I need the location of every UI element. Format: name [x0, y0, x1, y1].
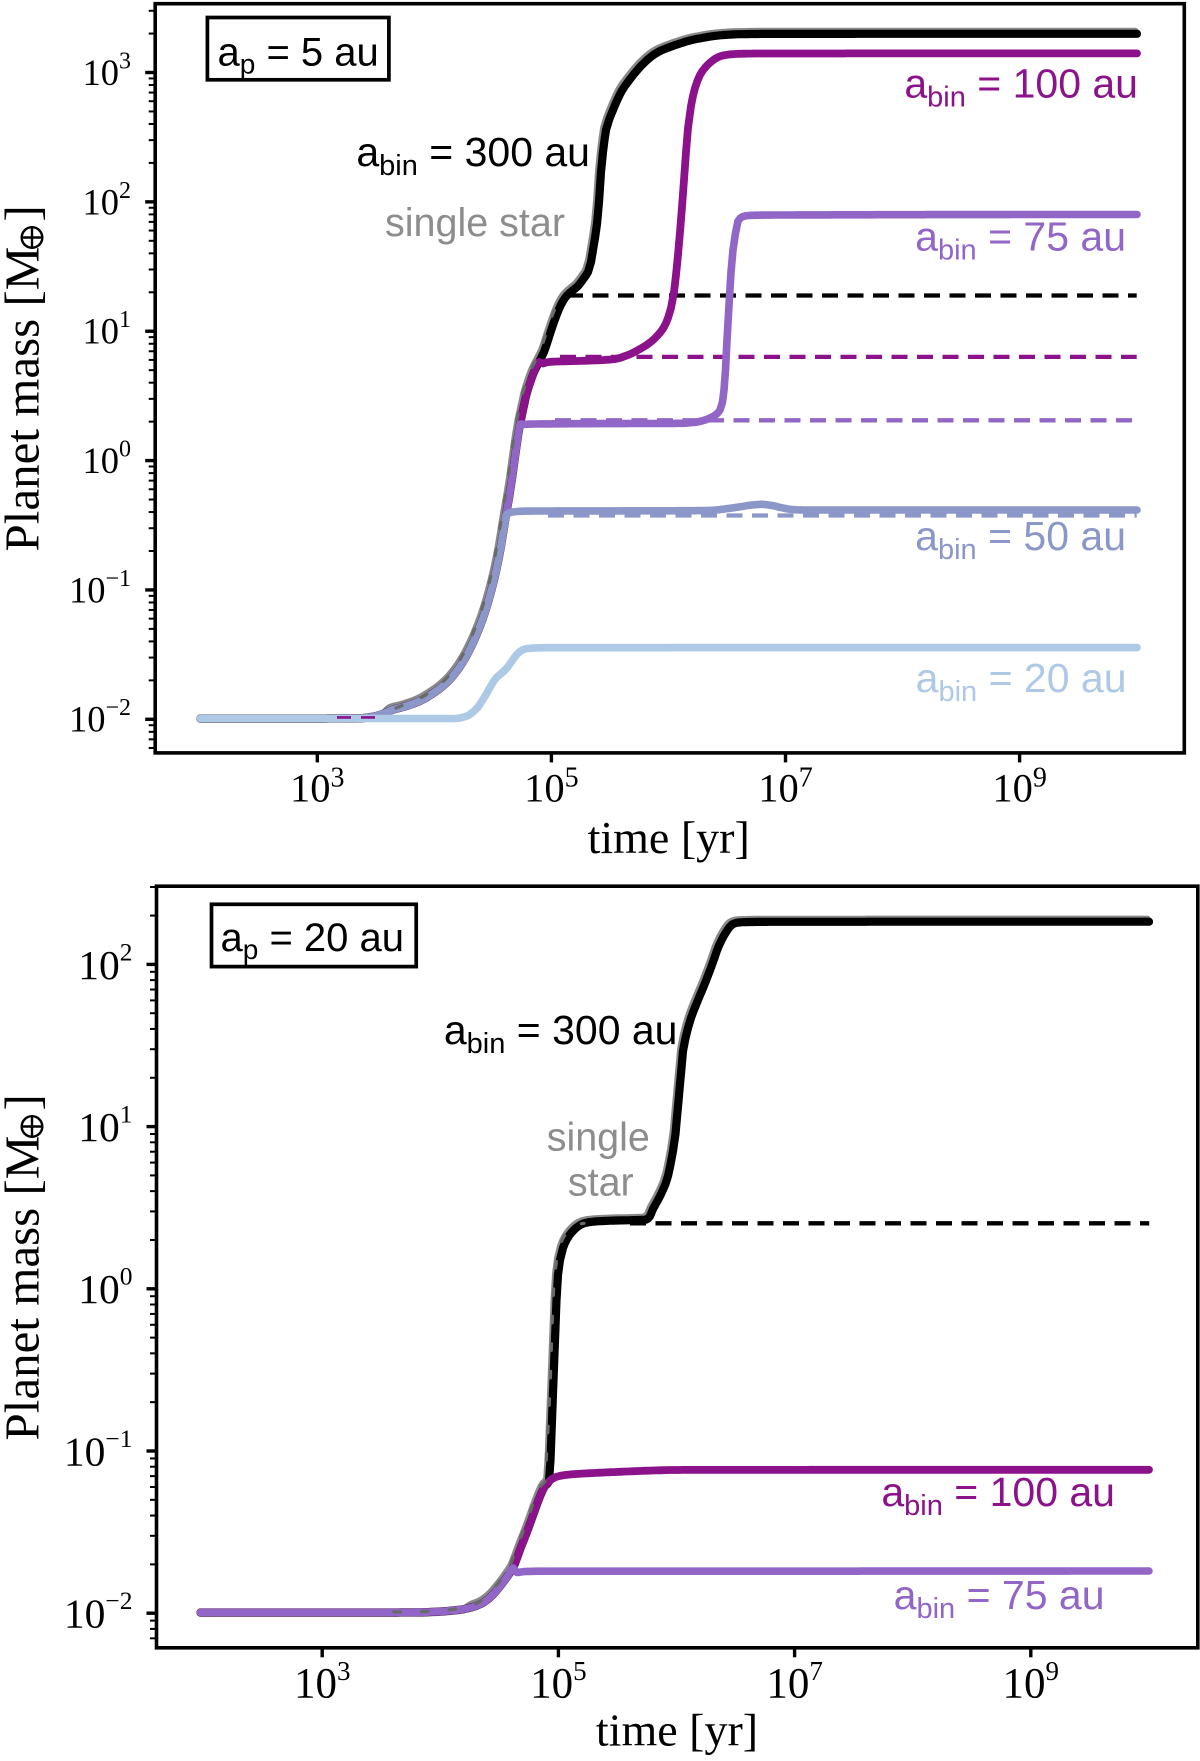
svg-text:100: 100: [83, 437, 132, 482]
svg-text:103: 103: [294, 1656, 351, 1708]
svg-text:102: 102: [78, 937, 132, 988]
svg-text:abin = 100 au: abin = 100 au: [904, 61, 1138, 114]
svg-text:10−2: 10−2: [64, 1586, 133, 1637]
svg-text:105: 105: [530, 1656, 587, 1708]
svg-text:Planet mass [M: Planet mass [M: [0, 247, 50, 552]
svg-text:abin = 100 au: abin = 100 au: [881, 1469, 1115, 1522]
svg-text:abin = 20 au: abin = 20 au: [916, 655, 1127, 708]
svg-text:time [yr]: time [yr]: [588, 812, 750, 863]
svg-text:ap = 5 au: ap = 5 au: [218, 31, 379, 80]
svg-text:single star: single star: [385, 201, 565, 245]
svg-text:Planet mass [M: Planet mass [M: [0, 1136, 50, 1441]
svg-text:103: 103: [83, 48, 132, 93]
svg-text:10−1: 10−1: [69, 566, 131, 611]
svg-text:]: ]: [0, 1094, 50, 1110]
svg-text:abin = 75 au: abin = 75 au: [915, 214, 1126, 267]
svg-text:109: 109: [1003, 1656, 1060, 1708]
svg-text:single: single: [547, 1116, 650, 1160]
svg-text:star: star: [568, 1161, 634, 1205]
svg-text:time [yr]: time [yr]: [596, 1704, 758, 1755]
svg-text:]: ]: [0, 205, 50, 221]
svg-text:abin = 300 au: abin = 300 au: [444, 1007, 678, 1060]
